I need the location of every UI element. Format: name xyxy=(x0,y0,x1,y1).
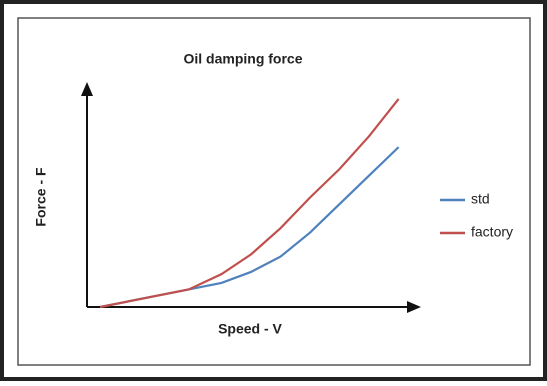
legend-label: factory xyxy=(471,224,513,240)
chart-title: Oil damping force xyxy=(183,51,302,67)
legend-label: std xyxy=(471,191,490,207)
x-axis-label: Speed - V xyxy=(218,321,282,337)
line-series xyxy=(99,146,400,309)
chart-frame xyxy=(17,17,531,366)
line-series xyxy=(99,98,400,309)
y-axis-label: Force - F xyxy=(33,167,49,227)
